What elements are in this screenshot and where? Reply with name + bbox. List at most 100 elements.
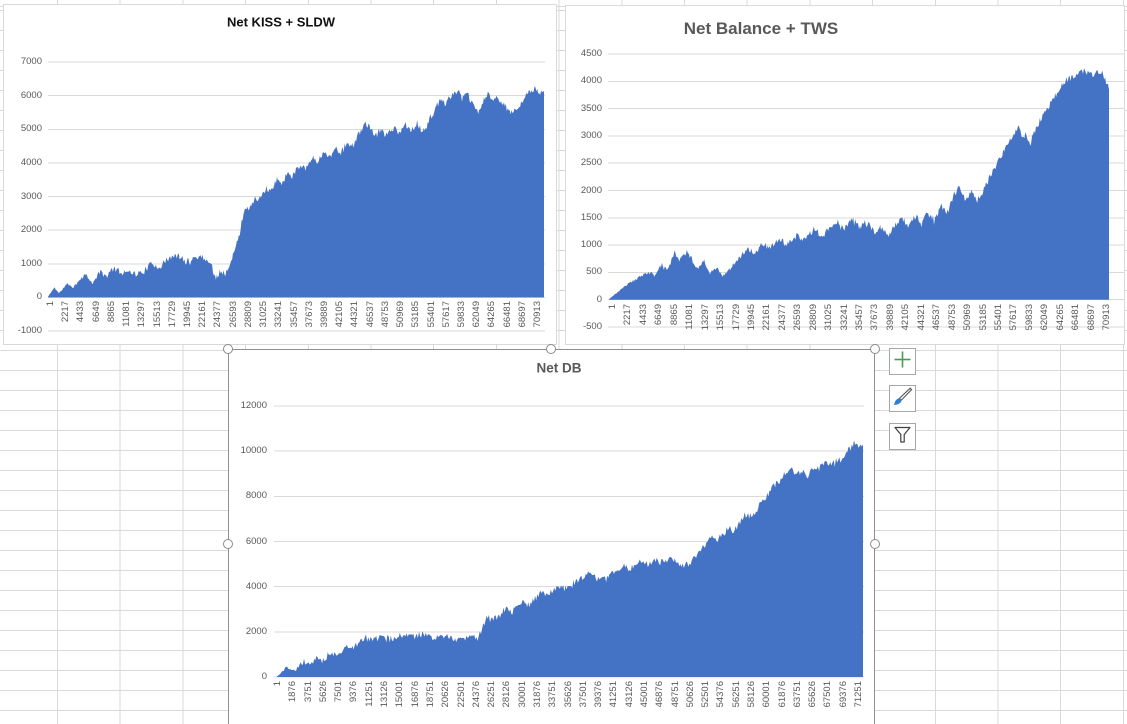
y-axis-tick-label: 3000 bbox=[580, 129, 602, 141]
x-axis-tick-label: 13126 bbox=[379, 681, 390, 708]
x-axis-tick-label: 24376 bbox=[470, 681, 482, 708]
chart-filters-button[interactable] bbox=[889, 423, 916, 450]
x-axis-tick-label: 7501 bbox=[333, 681, 345, 703]
x-axis-tick-label: 46537 bbox=[364, 301, 376, 328]
y-axis-tick-label: 1000 bbox=[20, 257, 42, 269]
y-axis-tick-label: 8000 bbox=[245, 490, 267, 502]
x-axis-tick-label: 35626 bbox=[562, 681, 574, 708]
x-axis-tick-label: 33751 bbox=[547, 681, 559, 708]
chart-styles-button[interactable] bbox=[889, 385, 916, 412]
x-axis-tick-label: 6649 bbox=[653, 303, 665, 325]
x-axis-tick-label: 31876 bbox=[531, 681, 543, 708]
x-axis-tick-label: 52501 bbox=[700, 681, 712, 708]
x-axis-tick-label: 66481 bbox=[501, 301, 513, 328]
x-axis-tick-label: 6649 bbox=[90, 301, 102, 323]
x-axis-tick-label: 50969 bbox=[962, 303, 974, 331]
area-series[interactable] bbox=[277, 440, 863, 677]
chart-elements-button[interactable] bbox=[889, 348, 916, 375]
brush-icon bbox=[892, 386, 913, 412]
x-axis-tick-label: 53185 bbox=[977, 303, 989, 331]
area-series[interactable] bbox=[48, 86, 544, 298]
y-axis-tick-label: 0 bbox=[596, 293, 602, 305]
x-axis-tick-label: 57617 bbox=[440, 301, 452, 328]
x-axis-tick-label: 15001 bbox=[394, 681, 406, 708]
x-axis-tick-label: 68697 bbox=[516, 301, 528, 328]
plot-area bbox=[274, 405, 864, 678]
plot-area bbox=[608, 53, 1124, 328]
x-axis-tick-label: 70913 bbox=[532, 301, 543, 328]
y-axis-tick-label: 2000 bbox=[245, 625, 267, 637]
x-axis-tick-label: 30001 bbox=[516, 681, 528, 708]
x-axis-tick-label: 50969 bbox=[395, 301, 406, 328]
x-axis-tick-label: 2217 bbox=[622, 303, 634, 325]
x-axis-tick-label: 28809 bbox=[242, 301, 254, 328]
y-axis-tick-label: -500 bbox=[582, 321, 602, 332]
x-axis-tick-label: 64265 bbox=[1054, 303, 1066, 331]
x-axis-tick-label: 19945 bbox=[745, 303, 757, 331]
chart-net-db[interactable]: Net DB 12000 10000 8000 6000 4000 2000 0 1 1876 37… bbox=[228, 349, 875, 724]
y-axis-tick-label: 7000 bbox=[20, 56, 42, 67]
x-axis-tick-label: 22161 bbox=[197, 301, 209, 328]
x-axis-tick-label: 48753 bbox=[946, 303, 958, 331]
x-axis-tick-label: 71251 bbox=[853, 681, 864, 708]
x-axis-tick-label: 20626 bbox=[440, 681, 452, 708]
plot-area bbox=[48, 61, 545, 332]
funnel-icon bbox=[892, 424, 913, 450]
x-axis-tick-label: 39376 bbox=[593, 681, 605, 708]
x-axis-tick-label: 70913 bbox=[1101, 303, 1112, 331]
y-axis-tick-label: 6000 bbox=[20, 89, 42, 101]
x-axis-tick-label: 24377 bbox=[212, 301, 224, 328]
x-axis-tick-label: 55401 bbox=[992, 303, 1004, 331]
x-axis-tick-label: 18751 bbox=[424, 681, 436, 708]
selection-handle[interactable] bbox=[222, 538, 233, 549]
selection-handle[interactable] bbox=[869, 343, 880, 354]
x-axis-tick-label: 55401 bbox=[425, 301, 437, 328]
x-axis-tick-label: 63751 bbox=[791, 681, 803, 708]
x-axis-tick-label: 46876 bbox=[654, 681, 666, 708]
chart-net-balance-tws[interactable]: Net Balance + TWS 4500 4000 3500 3000 2500 200… bbox=[565, 5, 1125, 345]
x-axis-tick-label: 17729 bbox=[166, 301, 178, 328]
x-axis-tick-label: 48753 bbox=[379, 301, 391, 328]
y-axis-tick-label: 2000 bbox=[20, 224, 42, 236]
x-axis-tick-label: 60001 bbox=[761, 681, 773, 708]
x-axis-tick-label: 35457 bbox=[854, 303, 865, 331]
chart-net-kiss-sldw[interactable]: Net KISS + SLDW 7000 6000 5000 4000 3000 2000 1… bbox=[3, 4, 557, 345]
selection-handle[interactable] bbox=[222, 343, 233, 354]
x-axis-tick-label: 1 bbox=[272, 681, 283, 687]
x-axis-tick-label: 28126 bbox=[501, 681, 513, 708]
y-axis-tick-label: 0 bbox=[36, 291, 42, 303]
y-axis-tick-label: 10000 bbox=[240, 445, 267, 457]
x-axis-tick-label: 45001 bbox=[638, 681, 650, 708]
x-axis-tick-label: 62049 bbox=[1039, 303, 1051, 331]
x-axis-tick-label: 19945 bbox=[182, 301, 193, 328]
x-axis-tick-label: 33241 bbox=[273, 301, 285, 328]
chart-title: Net KISS + SLDW bbox=[227, 14, 335, 30]
y-axis-tick-label: 500 bbox=[586, 266, 602, 278]
x-axis-tick-label: 17729 bbox=[730, 303, 742, 331]
y-axis-tick-label: 2500 bbox=[580, 157, 602, 169]
y-axis-tick-label: -1000 bbox=[17, 325, 42, 336]
y-axis-tick-label: 2000 bbox=[580, 184, 602, 196]
x-axis-tick-label: 26251 bbox=[486, 681, 498, 708]
x-axis-tick-label: 26593 bbox=[227, 301, 239, 328]
x-axis-tick-label: 42105 bbox=[334, 301, 346, 328]
x-axis-tick-label: 58126 bbox=[746, 681, 757, 708]
x-axis-tick-label: 13297 bbox=[136, 301, 148, 328]
x-axis-tick-label: 11081 bbox=[121, 301, 133, 328]
x-axis-tick-label: 39889 bbox=[318, 301, 330, 328]
x-axis-tick-label: 64265 bbox=[486, 301, 498, 328]
x-axis-tick-label: 15513 bbox=[715, 303, 727, 331]
y-axis-tick-label: 4000 bbox=[20, 156, 42, 168]
y-axis-tick-label: 12000 bbox=[240, 400, 267, 411]
x-axis-tick-label: 37501 bbox=[577, 681, 589, 708]
selection-handle[interactable] bbox=[545, 343, 556, 354]
x-axis-tick-label: 5626 bbox=[317, 681, 329, 703]
selection-handle[interactable] bbox=[869, 538, 880, 549]
x-axis-tick-label: 26593 bbox=[792, 303, 804, 331]
x-axis-tick-label: 15513 bbox=[151, 301, 163, 328]
x-axis-tick-label: 59833 bbox=[455, 301, 467, 328]
area-series[interactable] bbox=[609, 68, 1109, 300]
x-axis-tick-label: 53185 bbox=[410, 301, 422, 328]
x-axis-tick-label: 67501 bbox=[822, 681, 834, 708]
x-axis-tick-label: 43126 bbox=[623, 681, 635, 708]
